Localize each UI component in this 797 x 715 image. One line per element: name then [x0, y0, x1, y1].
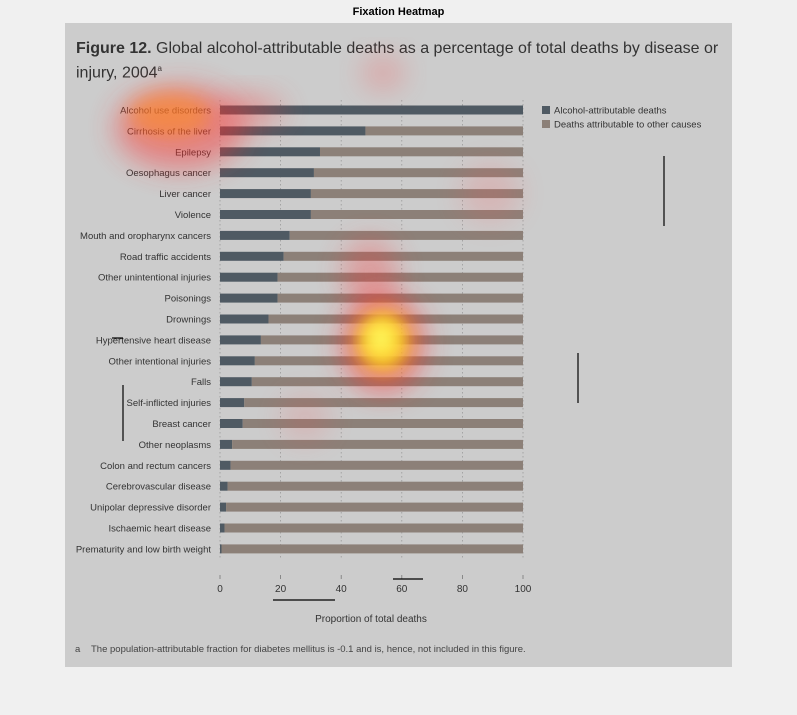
- x-tick-label: 80: [457, 584, 469, 595]
- category-label: Breast cancer: [152, 419, 211, 430]
- category-label: Prematurity and low birth weight: [76, 544, 212, 555]
- bar-alcohol: [220, 126, 366, 136]
- x-tick-label: 0: [217, 584, 223, 595]
- bar-other: [289, 230, 523, 240]
- category-label: Hypertensive heart disease: [96, 335, 211, 346]
- bar-alcohol: [220, 481, 228, 491]
- heat-blob: [342, 238, 398, 308]
- category-label: Violence: [175, 210, 211, 221]
- footnote-mark: a: [75, 644, 81, 655]
- bar-other: [319, 147, 523, 157]
- bar-other: [230, 460, 524, 470]
- category-label: Mouth and oropharynx cancers: [80, 231, 211, 242]
- bar-alcohol: [220, 439, 233, 449]
- x-tick-labels: 0 20 40 60 80 100: [217, 584, 532, 595]
- category-label: Ischaemic heart disease: [109, 524, 211, 535]
- fixation-heatmap-overlay: [115, 55, 520, 443]
- chart: Alcohol use disordersCirrhosis of the li…: [76, 55, 702, 625]
- category-label: Falls: [191, 377, 211, 388]
- category-label: Oesophagus cancer: [126, 168, 211, 179]
- bar-other: [277, 272, 523, 282]
- legend: Alcohol-attributable deaths Deaths attrib…: [542, 106, 702, 131]
- bar-other: [227, 481, 523, 491]
- heat-blob: [367, 323, 395, 355]
- bar-alcohol: [220, 230, 290, 240]
- footnote: a The population-attributable fraction fo…: [75, 644, 715, 655]
- figure-label: Figure 12.: [76, 40, 152, 57]
- bar-alcohol: [220, 189, 311, 199]
- bar-alcohol: [220, 398, 245, 408]
- legend-swatch: [542, 120, 550, 128]
- bar-alcohol: [220, 544, 222, 554]
- category-label: Road traffic accidents: [120, 252, 211, 263]
- figure-title-text: Global alcohol-attributable deaths as a …: [76, 40, 719, 82]
- bar-other: [365, 126, 523, 136]
- bar-alcohol: [220, 460, 231, 470]
- bar-alcohol: [220, 335, 261, 345]
- bar-alcohol: [220, 419, 243, 428]
- category-label: Poisonings: [165, 294, 212, 305]
- category-label: Cerebrovascular disease: [106, 482, 211, 493]
- bar-other: [310, 189, 523, 199]
- category-label: Self-inflicted injuries: [127, 398, 212, 409]
- bar-other: [283, 251, 523, 261]
- bar-alcohol: [220, 251, 284, 261]
- bar-other: [310, 210, 523, 219]
- category-label: Other intentional injuries: [109, 356, 212, 367]
- bar-other: [242, 419, 523, 428]
- bar-other: [226, 502, 523, 512]
- bar-other: [221, 544, 523, 554]
- bar-alcohol: [220, 314, 269, 324]
- heat-blob: [215, 93, 285, 129]
- footnote-text: The population-attributable fraction for…: [91, 644, 526, 655]
- category-label: Drownings: [166, 315, 211, 326]
- heat-blob: [280, 393, 330, 443]
- category-label: Colon and rectum cancers: [100, 461, 211, 472]
- x-tick-label: 100: [515, 584, 532, 595]
- x-tick-label: 40: [336, 584, 348, 595]
- bar-alcohol: [220, 523, 225, 533]
- bar-alcohol: [220, 377, 252, 387]
- bar-alcohol: [220, 356, 255, 366]
- bar-other: [224, 523, 524, 533]
- x-axis-label: Proportion of total deaths: [315, 614, 427, 625]
- category-labels: Alcohol use disordersCirrhosis of the li…: [76, 106, 212, 556]
- bar-alcohol: [220, 293, 278, 303]
- heat-blob: [130, 93, 210, 137]
- bar-alcohol: [220, 168, 314, 178]
- figure-title-footnote-mark: a: [157, 64, 162, 73]
- bar-other: [244, 398, 524, 408]
- category-label: Other unintentional injuries: [98, 273, 211, 284]
- figure-title: Figure 12. Global alcohol-attributable d…: [76, 39, 726, 83]
- annotation-marks: [112, 156, 665, 601]
- window-title: Fixation Heatmap: [352, 6, 445, 18]
- bar-alcohol: [220, 210, 311, 219]
- bar-alcohol: [220, 147, 320, 157]
- bar-alcohol: [220, 105, 523, 115]
- bar-other: [232, 439, 523, 449]
- bar-alcohol: [220, 502, 227, 512]
- bar-alcohol: [220, 272, 278, 282]
- category-label: Unipolar depressive disorder: [90, 503, 211, 514]
- legend-label: Deaths attributable to other causes: [554, 120, 702, 131]
- figure-panel: Figure 12. Global alcohol-attributable d…: [65, 23, 732, 667]
- x-tick-label: 60: [396, 584, 408, 595]
- heat-blob: [361, 55, 405, 91]
- category-label: Liver cancer: [159, 189, 211, 200]
- x-tick-label: 20: [275, 584, 287, 595]
- legend-label: Alcohol-attributable deaths: [554, 106, 667, 117]
- heat-blob: [460, 163, 520, 223]
- legend-swatch: [542, 106, 550, 114]
- category-label: Other neoplasms: [139, 440, 212, 451]
- bar-other: [313, 168, 523, 178]
